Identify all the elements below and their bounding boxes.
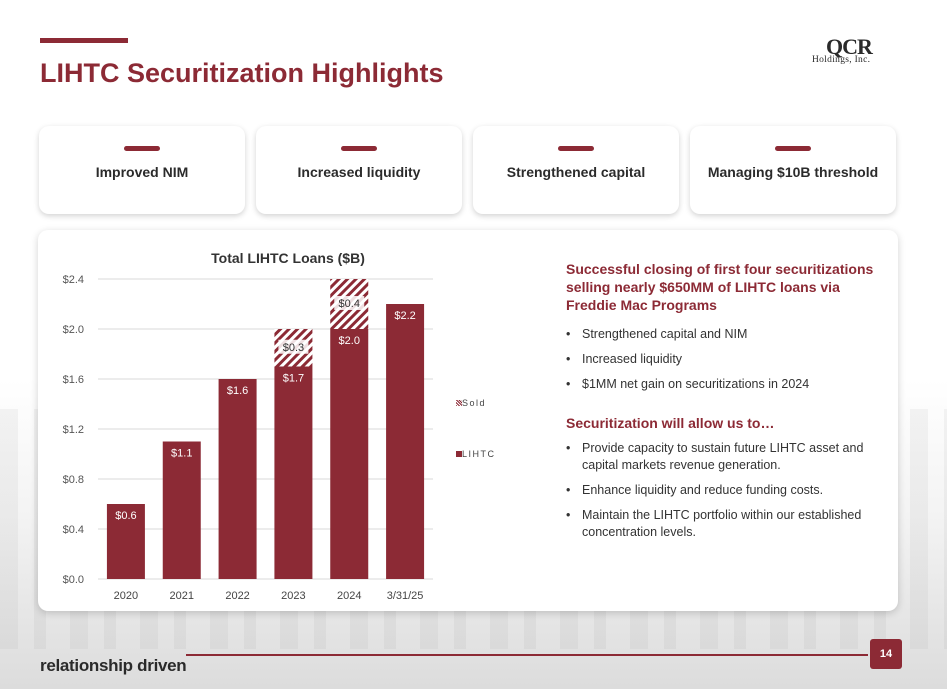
bar-lihtc [274, 366, 313, 579]
bar-lihtc [106, 504, 145, 579]
footer-divider [186, 654, 868, 656]
card-label: Improved NIM [95, 164, 189, 180]
y-tick-label: $0.0 [63, 574, 84, 586]
y-tick-label: $1.6 [63, 374, 84, 386]
card-label: Managing $10B threshold [707, 164, 879, 180]
list-item-text: Provide capacity to sustain future LIHTC… [582, 441, 864, 472]
bullet-icon: • [566, 377, 571, 391]
x-tick-label: 3/31/25 [387, 590, 424, 602]
card-accent-dash [124, 146, 160, 151]
chart-title: Total LIHTC Loans ($B) [211, 250, 365, 266]
x-tick-label: 2024 [337, 590, 361, 602]
bar-label-sold-bg [278, 339, 309, 354]
page-number: 14 [870, 639, 902, 669]
list-item-text: Maintain the LIHTC portfolio within our … [582, 508, 862, 539]
bar-label-lihtc: $2.0 [339, 335, 360, 347]
bullet-icon: • [566, 352, 571, 366]
legend-swatch-lihtc [456, 451, 462, 457]
bar-label-lihtc: $1.1 [171, 448, 192, 460]
bullet-icon: • [566, 483, 571, 497]
right-panel-section-2: Securitization will allow us to… • Provid… [566, 414, 876, 549]
card-label: Increased liquidity [297, 164, 421, 180]
highlight-card-threshold: Managing $10B threshold [690, 126, 896, 214]
highlight-card-capital: Strengthened capital [473, 126, 679, 214]
y-tick-label: $0.4 [63, 524, 84, 536]
content-panel: Total LIHTC Loans ($B) $0.0 $0.4 $0.8 $1.2 $1… [38, 230, 898, 611]
x-tick-label: 2020 [114, 590, 138, 602]
legend-sold: Sold [456, 398, 486, 408]
title-accent-bar [40, 38, 128, 43]
company-logo: QCR Holdings, Inc. [812, 34, 900, 68]
legend-lihtc: LIHTC [456, 449, 496, 459]
lihtc-loans-chart: Total LIHTC Loans ($B) $0.0 $0.4 $0.8 $1.2 $1… [63, 250, 433, 602]
y-tick-label: $2.0 [63, 324, 84, 336]
bar-label-lihtc: $1.7 [283, 373, 304, 385]
bar-lihtc [330, 329, 369, 579]
bar-lihtc [386, 304, 425, 579]
bar-label-lihtc: $2.2 [394, 310, 415, 322]
bar-label-sold: $0.3 [283, 342, 304, 354]
section-heading-allow: Securitization will allow us to… [566, 415, 775, 431]
bar-label-sold: $0.4 [339, 298, 360, 310]
x-tick-label: 2022 [225, 590, 249, 602]
highlight-card-nim: Improved NIM [39, 126, 245, 214]
legend-label-lihtc: LIHTC [462, 449, 496, 459]
list-item: • Increased liquidity [566, 351, 876, 368]
closing-bullet-list: • Strengthened capital and NIM • Increased… [566, 326, 876, 393]
list-item: • $1MM net gain on securitizations in 202… [566, 376, 876, 393]
card-accent-dash [558, 146, 594, 151]
section-heading-closing: Successful closing of first four securit… [566, 261, 874, 313]
legend-swatch-sold [456, 400, 462, 406]
list-item-text: Increased liquidity [582, 352, 683, 366]
logo-subtext: Holdings, Inc. [812, 55, 871, 65]
list-item: • Strengthened capital and NIM [566, 326, 876, 343]
footer-tagline: relationship driven [40, 656, 187, 675]
bar-label-sold-bg [334, 296, 365, 310]
x-tick-label: 2021 [170, 590, 194, 602]
y-tick-label: $1.2 [63, 424, 84, 436]
highlight-card-liquidity: Increased liquidity [256, 126, 462, 214]
legend-label-sold: Sold [462, 398, 487, 408]
allow-bullet-list: • Provide capacity to sustain future LIHT… [566, 440, 876, 541]
list-item-text: $1MM net gain on securitizations in 2024 [582, 377, 810, 391]
bar-label-lihtc: $1.6 [227, 385, 248, 397]
bullet-icon: • [566, 327, 571, 341]
list-item: • Maintain the LIHTC portfolio within our… [566, 507, 876, 541]
card-accent-dash [775, 146, 811, 151]
list-item: • Provide capacity to sustain future LIHT… [566, 440, 876, 474]
bullet-icon: • [566, 441, 571, 455]
card-label: Strengthened capital [506, 164, 646, 180]
bar-lihtc [218, 379, 257, 579]
page-title: LIHTC Securitization Highlights [40, 58, 444, 88]
y-tick-label: $2.4 [63, 274, 84, 286]
list-item: • Enhance liquidity and reduce funding co… [566, 482, 876, 499]
right-panel-section-1: Successful closing of first four securit… [566, 260, 876, 401]
list-item-text: Enhance liquidity and reduce funding cos… [582, 483, 824, 497]
logo-text: QCR [826, 34, 873, 59]
bar-lihtc [162, 441, 201, 579]
card-accent-dash [341, 146, 377, 151]
bullet-icon: • [566, 508, 571, 522]
x-tick-label: 2023 [281, 590, 305, 602]
bar-label-lihtc: $0.6 [115, 510, 136, 522]
y-tick-label: $0.8 [63, 474, 84, 486]
list-item-text: Strengthened capital and NIM [582, 327, 748, 341]
